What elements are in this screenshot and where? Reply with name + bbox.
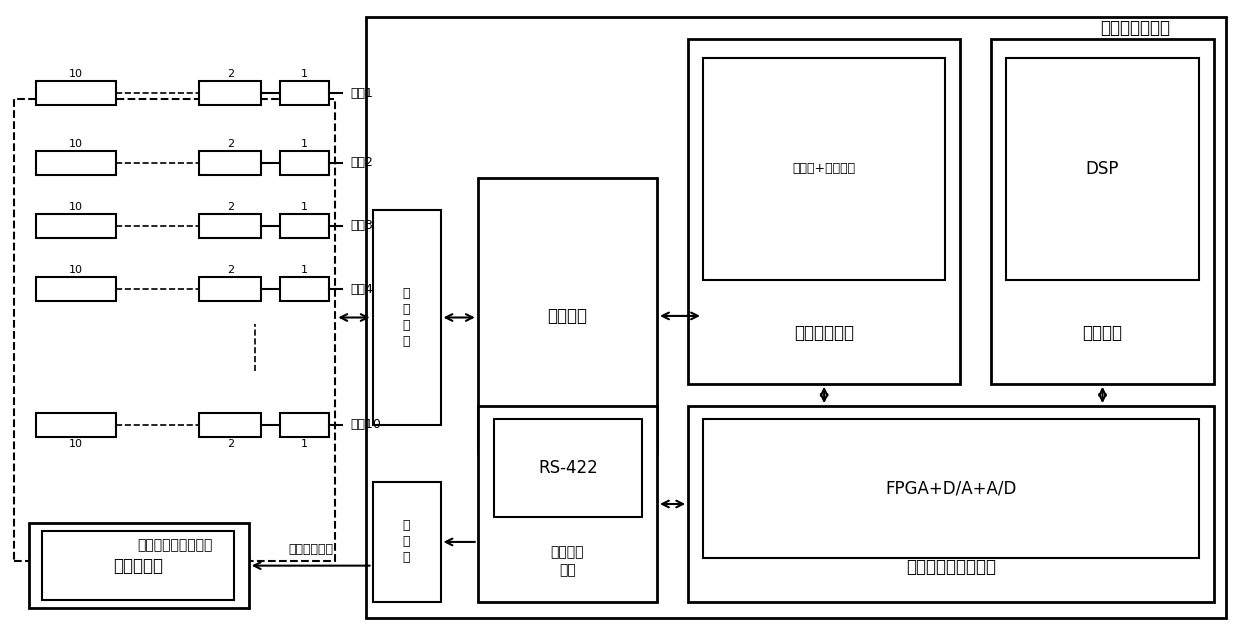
Text: 10: 10 [68, 138, 83, 149]
Bar [280, 81, 330, 105]
Bar [688, 39, 960, 384]
Text: 上位机显示: 上位机显示 [113, 557, 164, 575]
Text: 10: 10 [68, 265, 83, 275]
Bar [372, 482, 440, 602]
Text: 2: 2 [227, 69, 234, 79]
Text: 电流源+光源温控: 电流源+光源温控 [792, 163, 856, 175]
Text: 2: 2 [227, 138, 234, 149]
Text: 电
接
口: 电 接 口 [403, 519, 410, 565]
Text: 2: 2 [227, 265, 234, 275]
Text: 光纤光栅传感器阵列: 光纤光栅传感器阵列 [136, 538, 212, 552]
Bar [280, 214, 330, 238]
Text: 通道3: 通道3 [350, 219, 373, 232]
Text: 测量温度信息: 测量温度信息 [288, 544, 334, 556]
Bar [280, 150, 330, 175]
Text: 光源驱动模块: 光源驱动模块 [794, 324, 854, 342]
Bar [200, 214, 262, 238]
Bar [200, 413, 262, 437]
Text: 2: 2 [227, 202, 234, 212]
Bar [200, 150, 262, 175]
Bar [36, 81, 117, 105]
Text: 通道10: 通道10 [350, 418, 381, 431]
Text: 1: 1 [301, 439, 308, 449]
Bar [36, 413, 117, 437]
Bar [36, 214, 117, 238]
Text: 10: 10 [68, 69, 83, 79]
Text: 光纤光栅解调仪: 光纤光栅解调仪 [1101, 19, 1171, 37]
Bar [703, 418, 1199, 558]
Text: 2: 2 [227, 439, 234, 449]
Bar [372, 210, 440, 425]
Text: 10: 10 [68, 202, 83, 212]
Bar [688, 406, 1214, 602]
Text: 1: 1 [301, 138, 308, 149]
Bar [280, 413, 330, 437]
Bar [36, 150, 117, 175]
Bar [280, 277, 330, 301]
Bar [42, 531, 234, 600]
Bar [1006, 58, 1199, 279]
Bar [200, 81, 262, 105]
Bar [477, 406, 657, 602]
Text: FPGA+D/A+A/D: FPGA+D/A+A/D [885, 479, 1017, 497]
Text: 接口通讯
模块: 接口通讯 模块 [551, 545, 584, 577]
Text: RS-422: RS-422 [538, 458, 598, 477]
Text: 数据采集和处理模块: 数据采集和处理模块 [906, 558, 996, 576]
Bar [29, 523, 249, 608]
Text: 解调模块: 解调模块 [1083, 324, 1122, 342]
Bar [200, 277, 262, 301]
Bar [366, 17, 1226, 618]
Text: 光学模块: 光学模块 [547, 307, 588, 325]
Bar [477, 178, 657, 453]
Text: 通道4: 通道4 [350, 283, 373, 295]
Text: 10: 10 [68, 439, 83, 449]
Bar [991, 39, 1214, 384]
Bar [703, 58, 945, 279]
Text: 1: 1 [301, 265, 308, 275]
Text: 1: 1 [301, 69, 308, 79]
Text: 光
纤
接
口: 光 纤 接 口 [403, 287, 410, 348]
Bar [36, 277, 117, 301]
Text: DSP: DSP [1086, 160, 1120, 178]
Text: 通道2: 通道2 [350, 156, 373, 169]
Text: 1: 1 [301, 202, 308, 212]
Bar [14, 100, 336, 561]
Text: 通道1: 通道1 [350, 86, 373, 100]
Bar [494, 418, 642, 517]
